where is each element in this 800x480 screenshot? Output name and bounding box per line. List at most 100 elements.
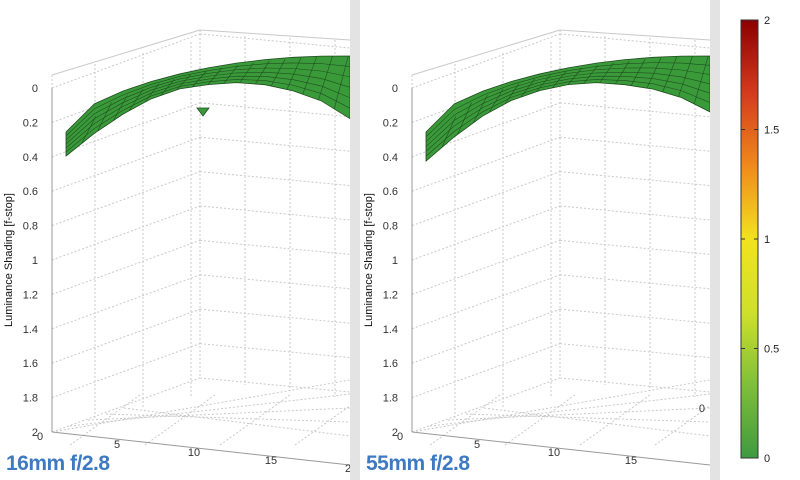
mesh-col: [176, 74, 191, 91]
chart-panel-16mm: 0 0.2 0.4 0.6 0.8 1 1.2 1.4 1.6 1.8 2 0 5 10 15 2 Lumina…: [0, 0, 350, 480]
mesh-col: [223, 65, 239, 84]
grid-line: [411, 29, 561, 76]
grid-line: [559, 136, 710, 152]
grid-line: [144, 394, 216, 446]
mesh-col: [239, 62, 254, 84]
mesh-col: [536, 74, 551, 92]
colorbar-panel: 2 1.5 1 0.5 0: [720, 0, 800, 480]
grid-line: [199, 205, 350, 221]
x-tick-label: 10: [188, 447, 200, 459]
mesh-row: [425, 67, 710, 142]
grid-line: [559, 33, 710, 49]
colorbar: 2 1.5 1 0.5 0: [740, 15, 779, 465]
mesh-col: [488, 88, 504, 113]
mesh-col: [583, 65, 599, 84]
grid-line: [123, 407, 350, 437]
chart-panel-55mm: 0 0.2 0.4 0.6 0.8 1 1.2 1.4 1.6 1.8 2 0 5 10 15 0 Lumina…: [360, 0, 710, 480]
mesh-col: [457, 102, 472, 135]
x-tick-label: 0: [397, 431, 403, 443]
grid-line: [411, 308, 561, 364]
z-tick-label: 1.4: [383, 324, 398, 336]
mesh-col: [615, 60, 630, 85]
x-axis-line: [411, 431, 710, 466]
grid-line: [411, 274, 561, 330]
z-tick-label: 0.4: [23, 152, 38, 164]
mesh-col: [504, 83, 520, 105]
x-tick-label: 0: [37, 431, 43, 443]
grid-line: [199, 343, 350, 359]
grid-line: [411, 239, 561, 295]
grid-line: [199, 171, 350, 187]
mesh-col: [693, 56, 709, 105]
mesh-row: [425, 71, 710, 147]
grid-line: [51, 205, 201, 261]
grid-line: [199, 102, 350, 118]
mesh-col: [207, 67, 223, 85]
mesh-col: [81, 116, 97, 144]
surface-chart-16mm: 00.20.40.60.811.21.41.61.820510152Lumina…: [3, 29, 350, 475]
mesh-col: [551, 71, 567, 89]
z-tick-labels: 0 0.2 0.4 0.6 0.8 1 1.2 1.4 1.6 1.8 2: [23, 83, 38, 439]
mesh-col: [441, 116, 457, 148]
x-axis-line: [51, 431, 350, 466]
mesh-col: [302, 56, 317, 95]
grid-line: [51, 308, 201, 364]
z-tick-labels: 0 0.2 0.4 0.6 0.8 1 1.2 1.4 1.6 1.8 2: [383, 83, 398, 439]
mesh-row: [65, 79, 350, 153]
grid-line: [51, 171, 201, 227]
axis-label-luminance: Luminance Shading [f-stop]: [3, 193, 15, 327]
z-tick-label: 1.2: [383, 289, 398, 301]
z-tick-label: 1.4: [23, 324, 38, 336]
mesh-row: [425, 75, 710, 152]
surface-dip: [196, 107, 210, 117]
colorbar-tick-label: 2: [764, 15, 770, 27]
grid-line: [51, 239, 201, 295]
y-tick-label: 0: [699, 403, 705, 415]
z-tick-label: 1: [392, 255, 398, 267]
grid-line: [504, 394, 576, 446]
grid-line: [199, 29, 350, 41]
z-tick-label: 1.6: [383, 358, 398, 370]
mesh-col: [520, 78, 535, 98]
z-tick-label: 1.8: [23, 393, 38, 405]
grid-line: [559, 171, 710, 187]
z-tick-label: 0: [32, 83, 38, 95]
mesh-row: [65, 67, 350, 141]
grid-line: [429, 393, 710, 427]
mesh-col: [599, 62, 614, 84]
mesh-col: [567, 67, 583, 85]
x-tick-labels: 0 5 10 15 2: [37, 431, 350, 475]
grid-line: [559, 102, 710, 118]
mesh-col: [113, 95, 128, 121]
z-tick-label: 0.8: [383, 221, 398, 233]
grid-line: [559, 205, 710, 221]
colorbar-tick-label: 0.5: [764, 344, 779, 356]
grid-line: [199, 274, 350, 290]
grid-line: [559, 274, 710, 290]
mesh-col: [255, 60, 270, 85]
mesh-col: [97, 102, 112, 132]
mesh-col: [160, 78, 175, 96]
x-tick-label: 2: [345, 463, 350, 475]
mesh-col: [191, 71, 207, 88]
mesh-col: [646, 57, 662, 89]
x-tick-label: 5: [114, 439, 120, 451]
grid-line: [411, 343, 561, 399]
surface-mesh: [65, 55, 350, 157]
mesh-col: [662, 56, 677, 93]
z-tick-label: 0.8: [23, 221, 38, 233]
mesh-col: [630, 58, 646, 86]
mesh-row: [65, 75, 350, 149]
mesh-col: [144, 83, 160, 103]
x-tick-labels: 0 5 10 15: [397, 431, 637, 467]
mesh-row: [65, 62, 350, 137]
z-tick-label: 0.4: [383, 152, 398, 164]
x-tick-label: 10: [548, 447, 560, 459]
mesh-col: [318, 56, 333, 101]
colorbar-tick-label: 0: [764, 453, 770, 465]
z-tick-label: 2: [32, 427, 38, 439]
grid-line: [69, 393, 350, 427]
z-tick-label: 0: [392, 83, 398, 95]
grid-line: [51, 29, 201, 76]
z-tick-label: 0.2: [383, 117, 398, 129]
